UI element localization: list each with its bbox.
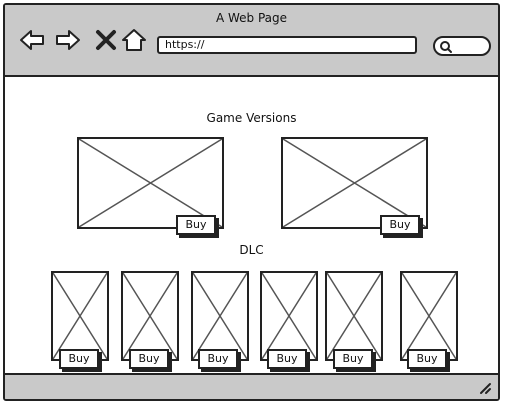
url-input[interactable]: https:// (157, 36, 417, 54)
search-input[interactable] (433, 36, 491, 56)
buy-button[interactable]: Buy (176, 215, 216, 235)
dlc-image (51, 271, 109, 361)
search-icon (440, 41, 452, 53)
buy-button[interactable]: Buy (198, 349, 238, 369)
dlc-image (260, 271, 318, 361)
game-version-image (77, 137, 224, 229)
forward-arrow-icon[interactable] (55, 27, 81, 53)
game-versions-heading: Game Versions (206, 111, 297, 125)
dlc-image (325, 271, 383, 361)
browser-window: A Web Page https:// Game Versions Buy (3, 3, 500, 401)
close-icon[interactable] (93, 27, 119, 53)
buy-button[interactable]: Buy (129, 349, 169, 369)
back-arrow-icon[interactable] (19, 27, 45, 53)
dlc-image (121, 271, 179, 361)
buy-button[interactable]: Buy (380, 215, 420, 235)
buy-button[interactable]: Buy (267, 349, 307, 369)
buy-button[interactable]: Buy (407, 349, 447, 369)
dlc-heading: DLC (239, 243, 264, 257)
dlc-image (400, 271, 458, 361)
window-title: A Web Page (215, 11, 288, 25)
page-content: Game Versions Buy Buy DLC Buy Buy Buy Bu… (5, 77, 498, 377)
dlc-image (191, 271, 249, 361)
buy-button[interactable]: Buy (59, 349, 99, 369)
game-version-image (281, 137, 428, 229)
buy-button[interactable]: Buy (333, 349, 373, 369)
status-bar (5, 373, 498, 399)
resize-grip-icon[interactable] (478, 381, 492, 395)
home-icon[interactable] (121, 27, 147, 53)
browser-toolbar: A Web Page https:// (5, 5, 498, 77)
